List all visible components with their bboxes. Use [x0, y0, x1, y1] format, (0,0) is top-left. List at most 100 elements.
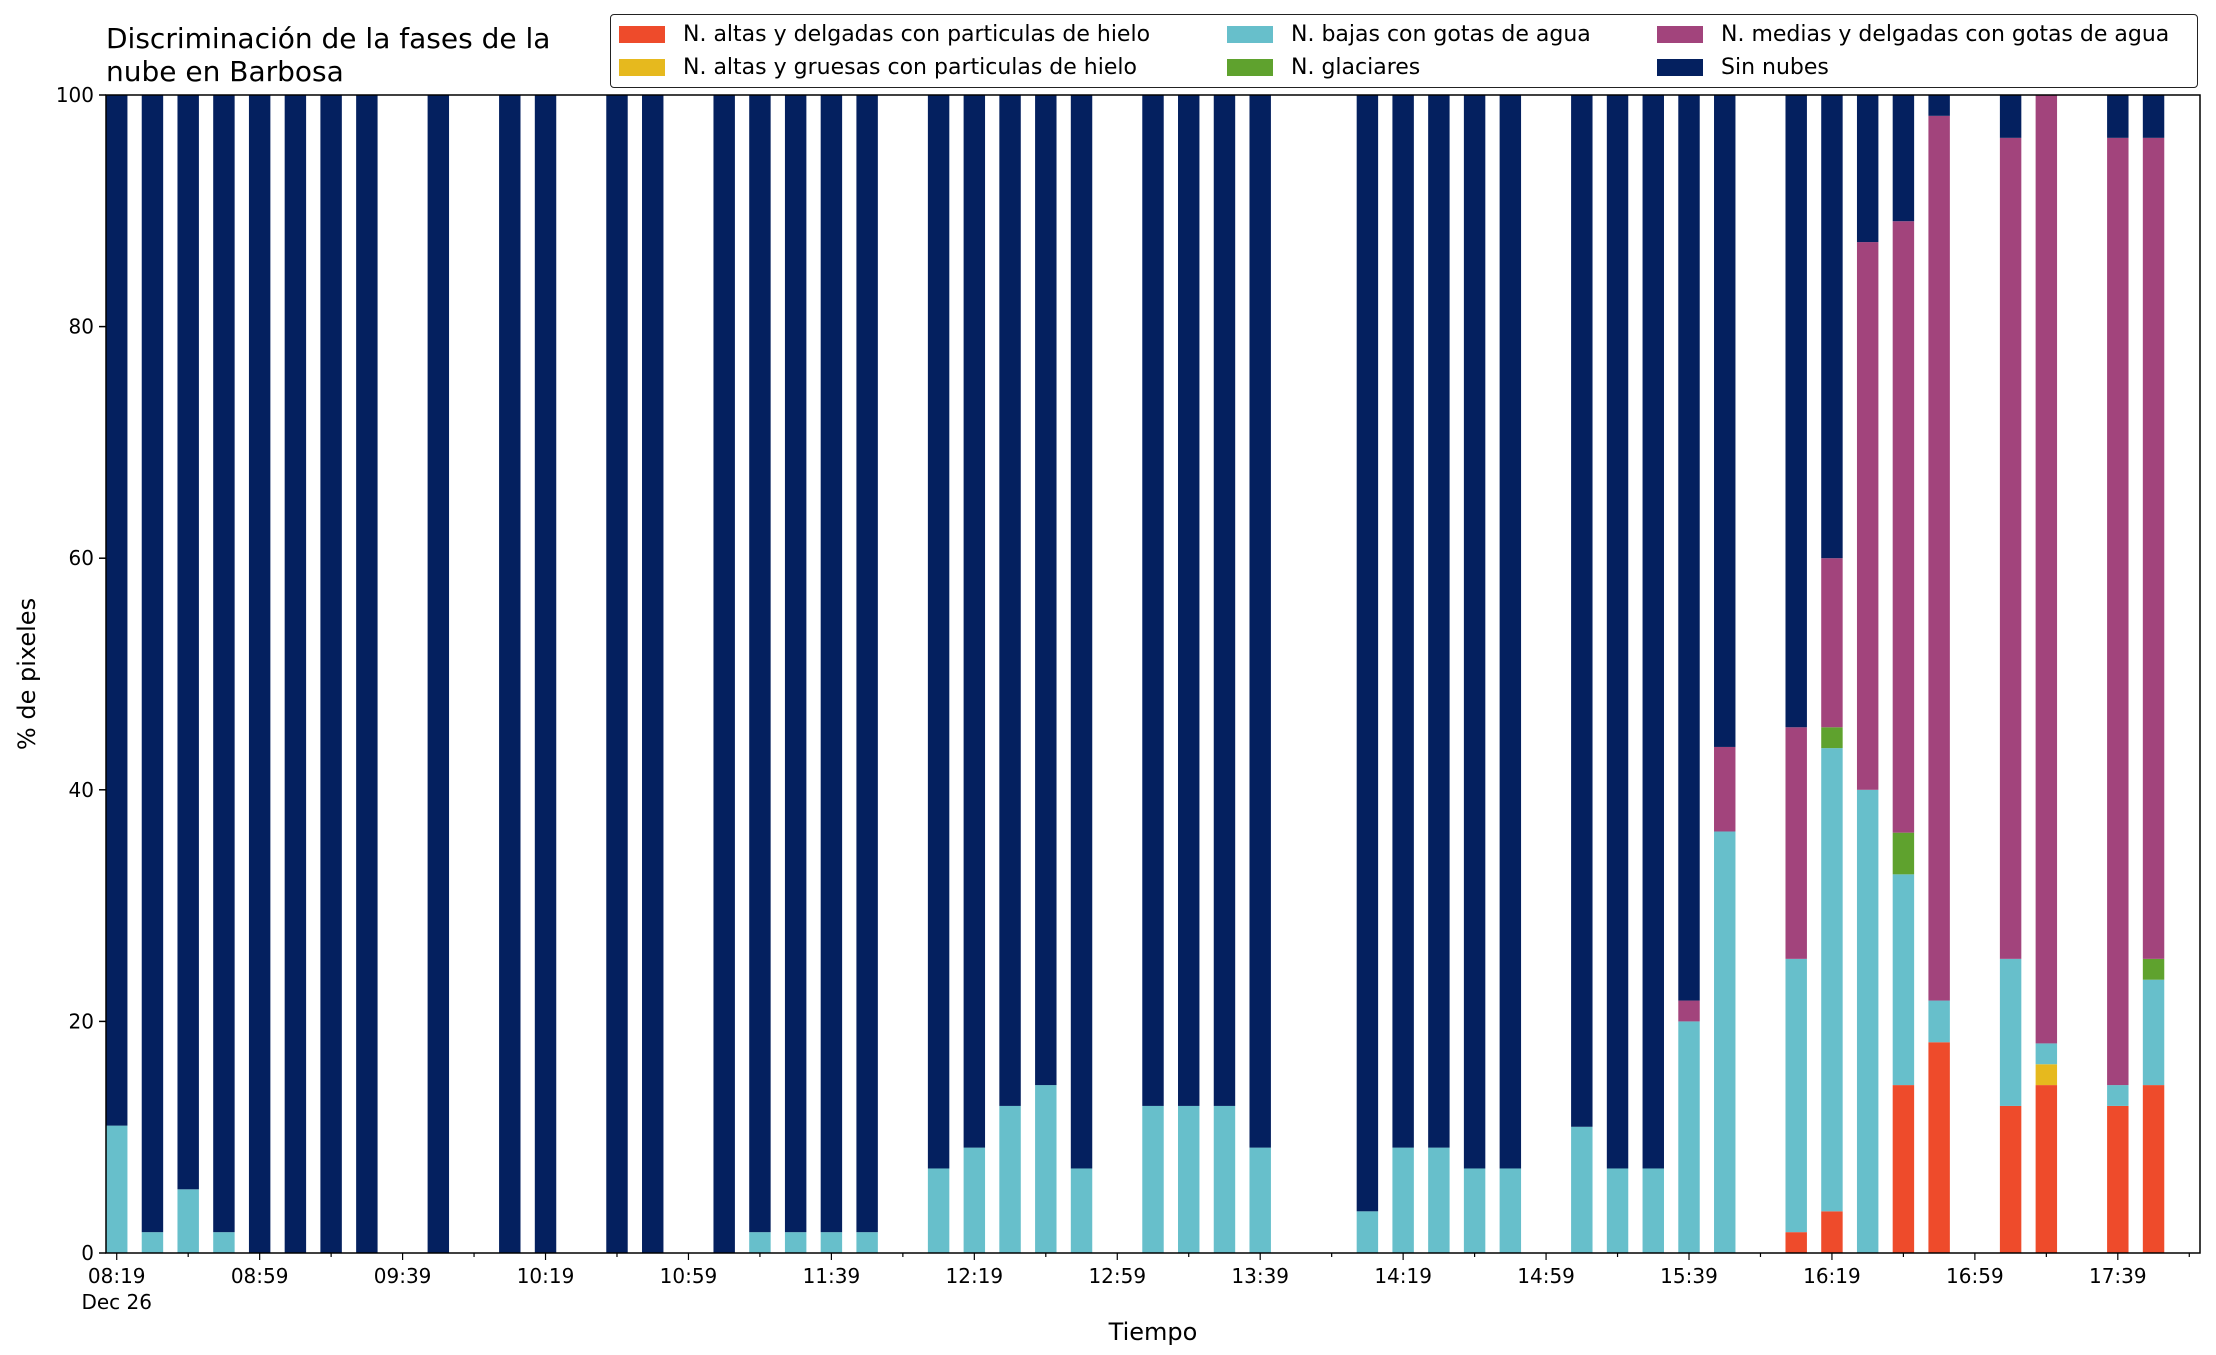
chart-title: Discriminación de la fases de la nube en…: [106, 22, 550, 88]
bar-stack: [499, 95, 521, 1253]
bar-segment: [999, 1105, 1021, 1253]
bar-segment: [106, 95, 128, 1126]
bar-segment: [1142, 95, 1164, 1106]
bar-segment: [1213, 1105, 1236, 1253]
bars-layer: [106, 95, 2165, 1253]
bar-segment: [1892, 1085, 1915, 1253]
bar-stack: [213, 95, 235, 1253]
bar-segment: [784, 95, 807, 1233]
plot-frame: [105, 94, 2201, 1254]
bar-stack: [2107, 95, 2129, 1253]
bar-stack: [749, 95, 771, 1253]
bar-stack: [248, 95, 271, 1253]
bar-segment: [1499, 95, 1522, 1169]
x-tick-label: 12:59: [1088, 1264, 1146, 1288]
bar-segment: [1249, 95, 1271, 1148]
bar-stack: [713, 95, 735, 1253]
chart-title-line-1: Discriminación de la fases de la: [106, 22, 551, 55]
bar-stack: [784, 95, 807, 1253]
bar-stack: [1714, 95, 1736, 1253]
legend-label: N. bajas con gotas de agua: [1291, 21, 1591, 47]
bar-segment: [1463, 1168, 1486, 1253]
bar-segment: [499, 95, 521, 1253]
bar-segment: [1785, 727, 1807, 959]
bar-segment: [1785, 95, 1807, 728]
bar-stack: [1142, 95, 1164, 1253]
bar-stack: [820, 95, 843, 1253]
legend-swatch: [1657, 25, 1703, 43]
bar-segment: [2035, 1085, 2058, 1253]
bar-segment: [1714, 95, 1736, 747]
bar-segment: [999, 95, 1021, 1106]
bar-segment: [177, 1189, 199, 1253]
bar-segment: [963, 1147, 986, 1253]
bar-segment: [1856, 242, 1879, 790]
bar-segment: [2142, 1085, 2165, 1253]
bar-stack: [1356, 95, 1379, 1253]
x-tick-label: 10:19: [517, 1264, 575, 1288]
bar-segment: [1785, 1232, 1807, 1253]
bar-segment: [1785, 958, 1807, 1233]
bar-segment: [2035, 1064, 2058, 1086]
bar-stack: [1856, 95, 1879, 1253]
bar-stack: [1392, 95, 1414, 1253]
bar-segment: [1035, 1085, 1057, 1253]
bar-segment: [1642, 95, 1664, 1169]
bar-stack: [356, 95, 378, 1253]
bar-segment: [1714, 831, 1736, 1253]
bar-segment: [1356, 1211, 1379, 1253]
bar-segment: [1178, 95, 1200, 1106]
legend-label: Sin nubes: [1721, 54, 1829, 80]
bar-segment: [606, 95, 628, 1253]
x-tick-label: 16:59: [1946, 1264, 2004, 1288]
bar-segment: [927, 1168, 950, 1253]
bar-segment: [749, 95, 771, 1233]
bar-segment: [1070, 1168, 1093, 1253]
legend-label: N. medias y delgadas con gotas de agua: [1721, 21, 2170, 47]
bar-stack: [1213, 95, 1236, 1253]
bar-segment: [1928, 95, 1950, 116]
bar-stack: [320, 95, 342, 1253]
legend-item-altas-gruesas: N. altas y gruesas con particulas de hie…: [619, 52, 1137, 82]
bar-segment: [213, 95, 235, 1233]
bar-segment: [427, 95, 450, 1253]
bar-stack: [1928, 95, 1950, 1253]
bar-segment: [1571, 95, 1593, 1127]
x-tick-label: 11:39: [803, 1264, 861, 1288]
bar-segment: [1249, 1147, 1271, 1253]
bar-stack: [606, 95, 628, 1253]
bar-segment: [248, 95, 271, 1253]
legend-item-altas-delgadas: N. altas y delgadas con particulas de hi…: [619, 19, 1150, 49]
x-tick-label: 14:59: [1517, 1264, 1575, 1288]
bar-segment: [1606, 1168, 1629, 1253]
y-axis: 0 20 40 60 80 100: [56, 83, 106, 1265]
bar-stack: [1642, 95, 1664, 1253]
bar-segment: [1678, 1021, 1700, 1253]
bar-segment: [534, 95, 557, 1253]
bar-segment: [1678, 1000, 1700, 1022]
bar-segment: [820, 1232, 843, 1253]
bar-segment: [1892, 95, 1915, 222]
bar-stack: [999, 95, 1021, 1253]
bar-segment: [1892, 874, 1915, 1086]
bar-stack: [427, 95, 450, 1253]
x-tick-label: 10:59: [660, 1264, 718, 1288]
bar-segment: [141, 95, 164, 1233]
bar-stack: [1785, 95, 1807, 1253]
bar-stack: [856, 95, 878, 1253]
bar-segment: [2035, 1043, 2058, 1065]
bar-stack: [642, 95, 664, 1253]
x-tick-label: 17:39: [2089, 1264, 2147, 1288]
legend-label: N. altas y gruesas con particulas de hie…: [683, 54, 1137, 80]
legend-label: N. altas y delgadas con particulas de hi…: [683, 21, 1151, 47]
bar-segment: [1213, 95, 1236, 1106]
x-tick-label: 08:59: [231, 1264, 289, 1288]
bar-segment: [713, 95, 735, 1253]
bar-stack: [2142, 95, 2165, 1253]
bar-segment: [1428, 1147, 1450, 1253]
chart-legend: N. altas y delgadas con particulas de hi…: [610, 14, 2198, 88]
bar-stack: [141, 95, 164, 1253]
y-tick-label: 20: [69, 1009, 94, 1033]
